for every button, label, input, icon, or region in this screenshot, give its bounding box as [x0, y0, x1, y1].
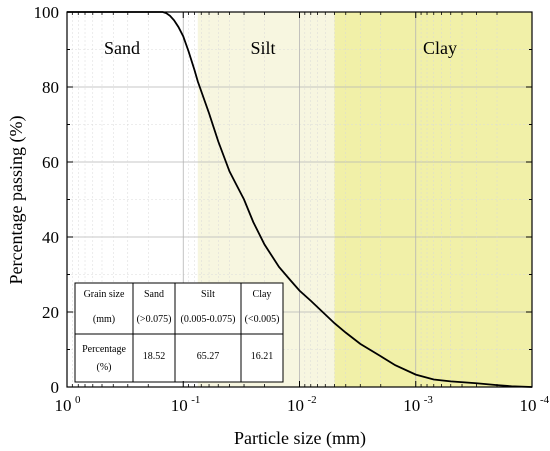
region-labels: Sand Silt Clay: [104, 38, 457, 58]
y-tick-label: 20: [42, 303, 59, 322]
summary-table: Grain size Sand Silt Clay (mm) (>0.075) (0.005…: [74, 282, 284, 383]
x-tick-exponent: -3: [424, 394, 434, 406]
table-cell: Sand: [144, 289, 164, 300]
y-tick-label: 40: [42, 228, 59, 247]
y-axis-title: Percentage passing (%): [6, 116, 27, 285]
x-tick-exponent: 0: [75, 394, 81, 406]
table-cell: (<0.005): [245, 314, 280, 325]
curve-layer: [67, 11, 533, 388]
x-tick-label: 10: [171, 396, 188, 415]
x-tick-label: 10: [520, 396, 537, 415]
x-tick-exponent: -1: [191, 394, 200, 406]
ticks: [66, 11, 533, 388]
y-tick-label: 80: [42, 78, 59, 97]
y-tick-label: 0: [51, 378, 60, 397]
table-cell: Clay: [253, 289, 272, 300]
y-tick-label: 100: [34, 3, 60, 22]
table-cell: (mm): [93, 314, 115, 325]
region-label-clay: Clay: [423, 38, 457, 58]
x-tick-label: 10: [403, 396, 420, 415]
table-cell: (0.005-0.075): [181, 314, 236, 325]
x-tick-label: 10: [55, 396, 72, 415]
table-border: [74, 282, 284, 383]
table-cell: Silt: [201, 289, 215, 300]
table-cell: (%): [97, 362, 112, 373]
table-cell: 18.52: [143, 351, 166, 362]
table-cell: Percentage: [82, 344, 126, 355]
series-line-passing: [67, 11, 533, 388]
x-tick-label: 10: [287, 396, 304, 415]
y-tick-label: 60: [42, 153, 59, 172]
x-tick-exponent: -2: [308, 394, 317, 406]
x-axis-title: Particle size (mm): [234, 428, 366, 449]
table-cell: 16.21: [251, 351, 274, 362]
table-cell: (>0.075): [137, 314, 172, 325]
region-label-silt: Silt: [250, 38, 275, 58]
table-cell: Grain size: [84, 289, 125, 300]
table-cell: 65.27: [197, 351, 220, 362]
x-tick-exponent: -4: [540, 394, 550, 406]
region-label-sand: Sand: [104, 38, 140, 58]
